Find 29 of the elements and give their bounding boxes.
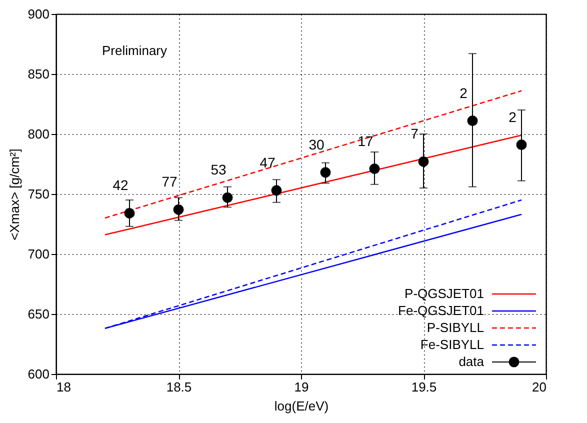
annotation: 7 (410, 126, 419, 142)
annotation: 42 (112, 177, 128, 194)
annotation: Preliminary (102, 43, 168, 58)
x-tick-label: 19.5 (411, 380, 437, 394)
x-axis-title: log(E/eV) (274, 398, 329, 414)
y-tick-label: 700 (28, 246, 50, 262)
x-tick-label: 18.5 (166, 380, 192, 394)
legend-label: P-SIBYLL (426, 320, 484, 335)
annotation: 77 (162, 174, 178, 190)
y-tick-label: 800 (28, 126, 50, 142)
annotation: 2 (460, 84, 468, 101)
x-tick-label: 20 (532, 380, 546, 394)
x-tick-label: 19 (294, 380, 309, 394)
legend-label: P-QGSJET01 (404, 286, 484, 301)
y-tick-label: 900 (28, 6, 50, 22)
x-tick-label: 18 (56, 380, 71, 394)
y-tick-label: 600 (28, 366, 50, 382)
annotation: 53 (210, 162, 226, 178)
legend-label: Fe-SIBYLL (420, 337, 484, 352)
legend-label: data (458, 354, 485, 369)
annotation: 30 (308, 136, 324, 152)
y-axis-title: <Xmax> [g/cm²] (6, 148, 22, 240)
annotation: 2 (508, 108, 517, 125)
annotation: 17 (358, 132, 374, 149)
annotation: 47 (260, 154, 276, 170)
y-tick-label: 750 (28, 186, 50, 202)
y-tick-label: 650 (28, 306, 50, 322)
y-tick-label: 850 (28, 66, 50, 82)
legend-label: Fe-QGSJET01 (398, 303, 484, 318)
